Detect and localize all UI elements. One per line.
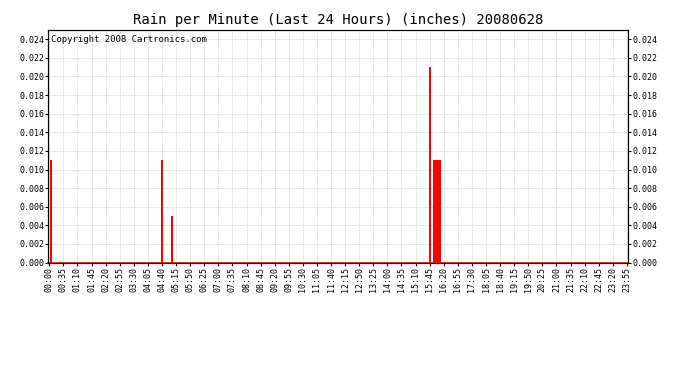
Text: Copyright 2008 Cartronics.com: Copyright 2008 Cartronics.com [51, 34, 207, 44]
Bar [171, 216, 173, 262]
Bar [161, 160, 163, 262]
Title: Rain per Minute (Last 24 Hours) (inches) 20080628: Rain per Minute (Last 24 Hours) (inches)… [133, 13, 543, 27]
Bar [50, 160, 52, 262]
Bar [428, 67, 431, 262]
Bar [439, 160, 441, 262]
Bar [437, 160, 439, 262]
Bar [435, 160, 437, 262]
Bar [433, 160, 435, 262]
